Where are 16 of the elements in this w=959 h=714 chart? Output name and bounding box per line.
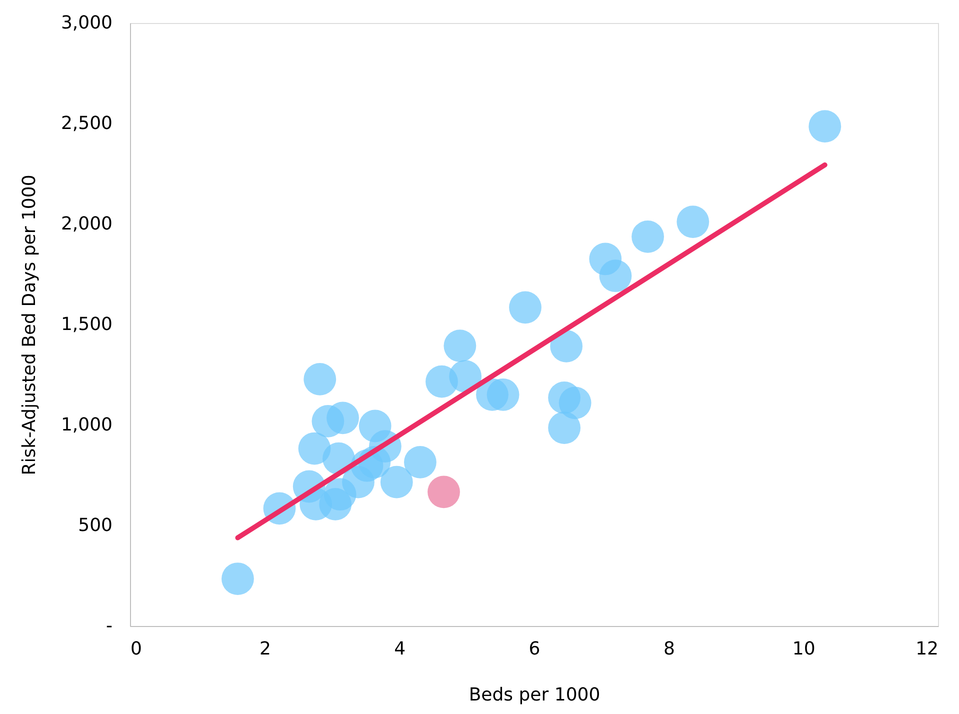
x-tick-label: 10: [792, 638, 816, 660]
x-tick-label: 8: [663, 638, 675, 660]
y-tick-label: 2,000: [60, 214, 112, 234]
x-tick-label: 6: [528, 638, 540, 660]
x-tick-label: 4: [394, 638, 406, 660]
y-tick-label: 1,500: [60, 314, 112, 335]
y-axis-title: Risk-Adjusted Bed Days per 1000: [18, 174, 40, 476]
x-tick-label: 2: [259, 638, 271, 660]
y-tick-label: -: [106, 616, 112, 636]
y-tick-label: 2,500: [60, 113, 112, 134]
y-tick-label: 3,000: [60, 12, 112, 34]
x-tick-label: 12: [916, 638, 938, 660]
y-tick-label: 1,000: [60, 414, 112, 436]
x-tick-label: 0: [130, 638, 142, 660]
x-axis-title: Beds per 1000: [468, 684, 600, 706]
y-tick-label: 500: [78, 515, 112, 536]
